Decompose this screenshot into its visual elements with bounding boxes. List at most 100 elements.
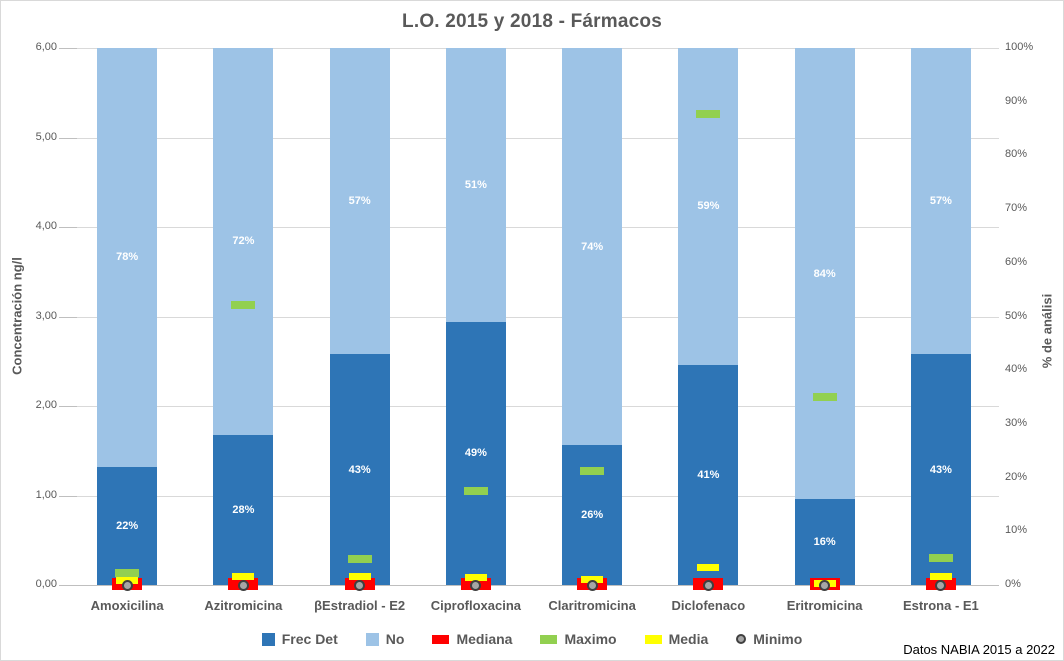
bar-segment-no [678, 48, 739, 365]
legend-item-media: Media [644, 631, 709, 647]
right-axis-title: % de análisi [1039, 293, 1055, 369]
bar-label-no: 78% [116, 251, 139, 264]
chart-title: L.O. 2015 y 2018 - Fármacos [402, 11, 662, 32]
bar-label-frec-det: 43% [348, 463, 371, 476]
legend-label: No [385, 631, 405, 647]
bar-segment-frec-det [213, 434, 274, 585]
category-label: Eritromicina [786, 598, 863, 613]
marker-maximo-dash [580, 467, 605, 476]
category-label: Amoxicilina [90, 598, 164, 613]
marker-minimo-circle [586, 579, 598, 591]
bar-segment-frec-det [678, 364, 739, 585]
legend-label: Mediana [456, 631, 513, 647]
bar-label-no: 59% [697, 200, 720, 213]
right-axis-tick-label: 20% [1005, 470, 1028, 483]
marker-minimo-circle [702, 579, 714, 591]
y-axis-tick [59, 585, 77, 586]
legend-label: Minimo [753, 631, 803, 647]
bar-label-no: 57% [348, 195, 371, 208]
bar-label-frec-det: 16% [813, 536, 836, 549]
y-axis-tick [59, 48, 77, 49]
y-axis-tick [59, 316, 77, 318]
legend-item-mediana: Mediana [432, 631, 512, 647]
y-axis-tick-label: 6,00 [35, 41, 57, 53]
marker-media-dash [697, 563, 720, 571]
bar-segment-frec-det [329, 354, 390, 585]
marker-media-dash [232, 573, 255, 581]
right-axis-tick-label: 60% [1005, 255, 1028, 268]
right-axis-tick-label: 30% [1005, 416, 1028, 429]
legend-swatch-dash [644, 634, 662, 644]
bar-segment-no [213, 48, 274, 435]
category-label: Diclofenaco [671, 598, 746, 613]
bar-segment-frec-det [910, 354, 971, 585]
bar-label-frec-det: 28% [232, 503, 255, 516]
category-label: Estrona - E1 [902, 598, 979, 613]
y-axis-tick [59, 495, 77, 497]
marker-minimo-circle [819, 579, 831, 591]
right-axis-tick-label: 50% [1005, 309, 1028, 322]
bar-segment-frec-det [794, 499, 855, 585]
right-axis-tick-label: 0% [1005, 578, 1021, 590]
gridline [69, 137, 999, 139]
bar-segment-no [562, 48, 623, 446]
marker-minimo-circle [121, 579, 133, 591]
marker-minimo-circle [237, 579, 249, 591]
legend-swatch-dash [432, 634, 450, 644]
bar-label-frec-det: 22% [116, 519, 139, 532]
gridline [69, 316, 999, 318]
legend-swatch-circle [736, 634, 747, 644]
marker-minimo-circle [470, 579, 482, 591]
right-axis-tick-label: 80% [1005, 148, 1028, 161]
bar-label-frec-det: 26% [581, 509, 604, 522]
bar-segment-frec-det [97, 466, 158, 585]
y-axis-tick-label: 4,00 [35, 220, 57, 232]
marker-minimo-circle [354, 579, 366, 591]
y-axis-tick-label: 3,00 [35, 309, 57, 322]
marker-maximo-dash [115, 569, 140, 578]
category-label: Azitromicina [204, 598, 283, 613]
legend-swatch-square [365, 632, 379, 646]
marker-media-dash [929, 573, 952, 581]
legend-item-no: No [365, 631, 405, 647]
marker-maximo-dash [928, 554, 953, 563]
gridline [69, 495, 999, 497]
marker-maximo-dash [463, 487, 488, 496]
right-axis-tick-label: 40% [1005, 363, 1028, 376]
bar-segment-no [794, 48, 855, 500]
bar-segment-no [97, 48, 158, 467]
bar-label-frec-det: 49% [464, 447, 487, 460]
marker-maximo-dash [696, 110, 721, 119]
marker-maximo-dash [231, 300, 256, 309]
y-axis-tick-label: 1,00 [35, 488, 57, 501]
right-axis-tick-label: 10% [1005, 524, 1028, 537]
marker-maximo-dash [812, 393, 837, 402]
y-axis-tick-label: 5,00 [35, 130, 57, 143]
bar-segment-no [910, 48, 971, 355]
right-axis-tick-label: 90% [1005, 94, 1028, 107]
bar-label-no: 72% [232, 235, 255, 248]
bar-segment-no [329, 48, 390, 355]
marker-maximo-dash [347, 555, 372, 564]
marker-media-dash [348, 573, 371, 581]
legend-item-frec-det: Frec Det [261, 631, 338, 647]
y-axis-tick [59, 227, 77, 228]
y-axis-tick-label: 0,00 [35, 578, 57, 590]
bar-label-no: 57% [929, 195, 952, 208]
y-axis-tick [59, 406, 77, 407]
legend-label: Frec Det [281, 631, 338, 647]
legend-swatch-square [261, 632, 275, 646]
marker-media-dash [464, 574, 487, 582]
legend-swatch-dash [540, 634, 558, 644]
right-axis-tick-label: 70% [1005, 202, 1028, 215]
gridline [69, 48, 999, 49]
bar-segment-no [445, 48, 506, 322]
legend-label: Media [668, 631, 709, 647]
bar-label-frec-det: 41% [697, 468, 720, 481]
bar-label-frec-det: 43% [929, 463, 952, 476]
gridline [69, 227, 999, 228]
category-label: βEstradiol - E2 [314, 598, 406, 613]
legend-item-minimo: Minimo [736, 631, 802, 647]
legend-label: Maximo [564, 631, 617, 647]
